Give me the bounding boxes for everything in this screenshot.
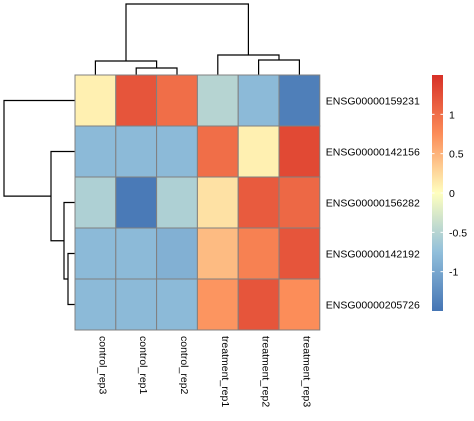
- heatmap-cell: [156, 125, 198, 178]
- heatmap-cell: [74, 176, 117, 229]
- heatmap-cell: [115, 74, 158, 127]
- heatmap-cell: [115, 176, 158, 229]
- column-labels: control_rep3 control_rep1 control_rep2 trea…: [96, 336, 312, 407]
- heatmap-cell: [237, 227, 280, 280]
- heatmap-cell: [196, 74, 239, 127]
- heatmap-cell: [278, 278, 321, 331]
- heatmap-cell: [237, 176, 280, 229]
- heatmap-cell: [278, 125, 321, 178]
- dendrogram-branch: [67, 252, 75, 306]
- heatmap-cell: [196, 227, 239, 280]
- heatmap-cell: [278, 227, 321, 280]
- row-label: ENSG00000142192: [326, 249, 420, 261]
- heatmap-cell: [74, 227, 117, 280]
- heatmap-cell: [196, 176, 239, 229]
- row-labels: ENSG00000159231 ENSG00000142156 ENSG000001…: [326, 96, 420, 312]
- heatmap-cell: [74, 278, 117, 331]
- heatmap-cell: [196, 278, 239, 331]
- heatmap-cell: [278, 74, 321, 127]
- colorbar: -1 -0.5 0 0.5 1: [432, 75, 467, 311]
- heatmap-cell: [115, 278, 158, 331]
- heatmap-cell: [156, 278, 198, 331]
- heatmap-cell: [74, 74, 117, 127]
- dendrogram-branch: [3, 99, 75, 197]
- dendrogram-branch: [63, 201, 75, 280]
- heatmap-cell: [115, 227, 158, 280]
- heatmap-cell: [156, 227, 198, 280]
- column-label: treatment_rep3: [300, 336, 312, 407]
- heatmap-cells: [74, 74, 321, 331]
- dendrogram-branch: [135, 67, 178, 75]
- colorbar-tick-label: -0.5: [449, 227, 467, 239]
- dendrogram-branch: [258, 59, 300, 75]
- heatmap-cell: [237, 278, 280, 331]
- row-dendrogram: [3, 99, 75, 306]
- heatmap-cell: [74, 125, 117, 178]
- row-label: ENSG00000142156: [326, 147, 420, 159]
- row-label: ENSG00000156282: [326, 198, 420, 210]
- dendrogram-branch: [125, 3, 249, 61]
- heatmap-cell: [278, 176, 321, 229]
- dendrogram-branch: [217, 54, 280, 75]
- column-dendrogram: [94, 3, 300, 75]
- row-label: ENSG00000205726: [326, 300, 420, 312]
- heatmap-cell: [196, 125, 239, 178]
- colorbar-tick-label: 0.5: [449, 149, 464, 161]
- column-label: treatment_rep1: [219, 336, 231, 407]
- row-label: ENSG00000159231: [326, 96, 420, 108]
- colorbar-tick-label: -1: [449, 267, 458, 279]
- colorbar-gradient: [432, 75, 443, 311]
- column-label: control_rep1: [137, 336, 149, 395]
- heatmap-cell: [237, 125, 280, 178]
- column-label: treatment_rep2: [260, 336, 272, 407]
- column-label: control_rep2: [178, 336, 190, 395]
- heatmap-cell: [115, 125, 158, 178]
- colorbar-tick-label: 1: [449, 109, 455, 121]
- heatmap-cell: [156, 176, 198, 229]
- heatmap-cell: [156, 74, 198, 127]
- colorbar-tick-label: 0: [449, 188, 455, 200]
- dendrogram-branch: [50, 150, 75, 242]
- column-label: control_rep3: [96, 336, 108, 395]
- heatmap-cell: [237, 74, 280, 127]
